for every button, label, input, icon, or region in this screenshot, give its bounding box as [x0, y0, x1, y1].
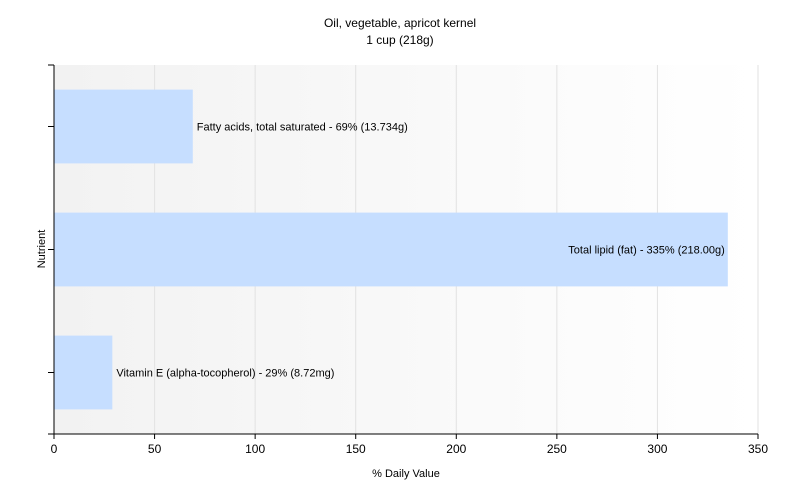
x-tick-label: 200: [446, 442, 466, 456]
x-tick-label: 100: [245, 442, 265, 456]
chart-title: Oil, vegetable, apricot kernel: [324, 16, 476, 30]
bars: [54, 89, 728, 410]
bar: [54, 89, 193, 164]
data-labels: Fatty acids, total saturated - 69% (13.7…: [116, 122, 724, 380]
bar: [54, 212, 728, 287]
x-tick-label: 250: [547, 442, 567, 456]
axes: 0 50 100 150 200 250 300 350: [48, 64, 768, 456]
x-tick-label: 150: [346, 442, 366, 456]
x-tick-label: 0: [51, 442, 58, 456]
chart-subtitle: 1 cup (218g): [366, 33, 433, 47]
bar-data-label: Vitamin E (alpha-tocopherol) - 29% (8.72…: [116, 368, 334, 380]
x-axis-title: % Daily Value: [372, 468, 440, 480]
y-axis-title: Nutrient: [36, 230, 48, 269]
x-tick-label: 50: [148, 442, 162, 456]
x-tick-label: 350: [748, 442, 768, 456]
bar-data-label: Fatty acids, total saturated - 69% (13.7…: [197, 122, 408, 134]
bar-data-label: Total lipid (fat) - 335% (218.00g): [568, 245, 725, 257]
x-tick-label: 300: [647, 442, 667, 456]
bar: [54, 335, 113, 410]
